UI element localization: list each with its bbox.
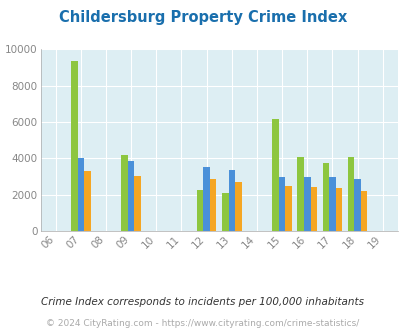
Bar: [310, 186, 316, 231]
Bar: [272, 119, 278, 231]
Bar: [228, 170, 234, 231]
Bar: [71, 61, 77, 231]
Bar: [84, 172, 90, 231]
Bar: [234, 182, 241, 231]
Bar: [278, 177, 285, 231]
Bar: [121, 155, 128, 231]
Bar: [354, 180, 360, 231]
Bar: [209, 179, 216, 231]
Bar: [222, 193, 228, 231]
Text: © 2024 CityRating.com - https://www.cityrating.com/crime-statistics/: © 2024 CityRating.com - https://www.city…: [46, 319, 359, 328]
Bar: [77, 158, 84, 231]
Bar: [347, 157, 354, 231]
Bar: [134, 176, 141, 231]
Bar: [203, 167, 209, 231]
Bar: [285, 186, 291, 231]
Bar: [322, 163, 328, 231]
Bar: [328, 177, 335, 231]
Text: Crime Index corresponds to incidents per 100,000 inhabitants: Crime Index corresponds to incidents per…: [41, 297, 364, 307]
Bar: [297, 157, 303, 231]
Bar: [335, 188, 341, 231]
Bar: [303, 177, 310, 231]
Text: Childersburg Property Crime Index: Childersburg Property Crime Index: [59, 10, 346, 25]
Bar: [196, 190, 203, 231]
Bar: [128, 161, 134, 231]
Bar: [360, 191, 367, 231]
